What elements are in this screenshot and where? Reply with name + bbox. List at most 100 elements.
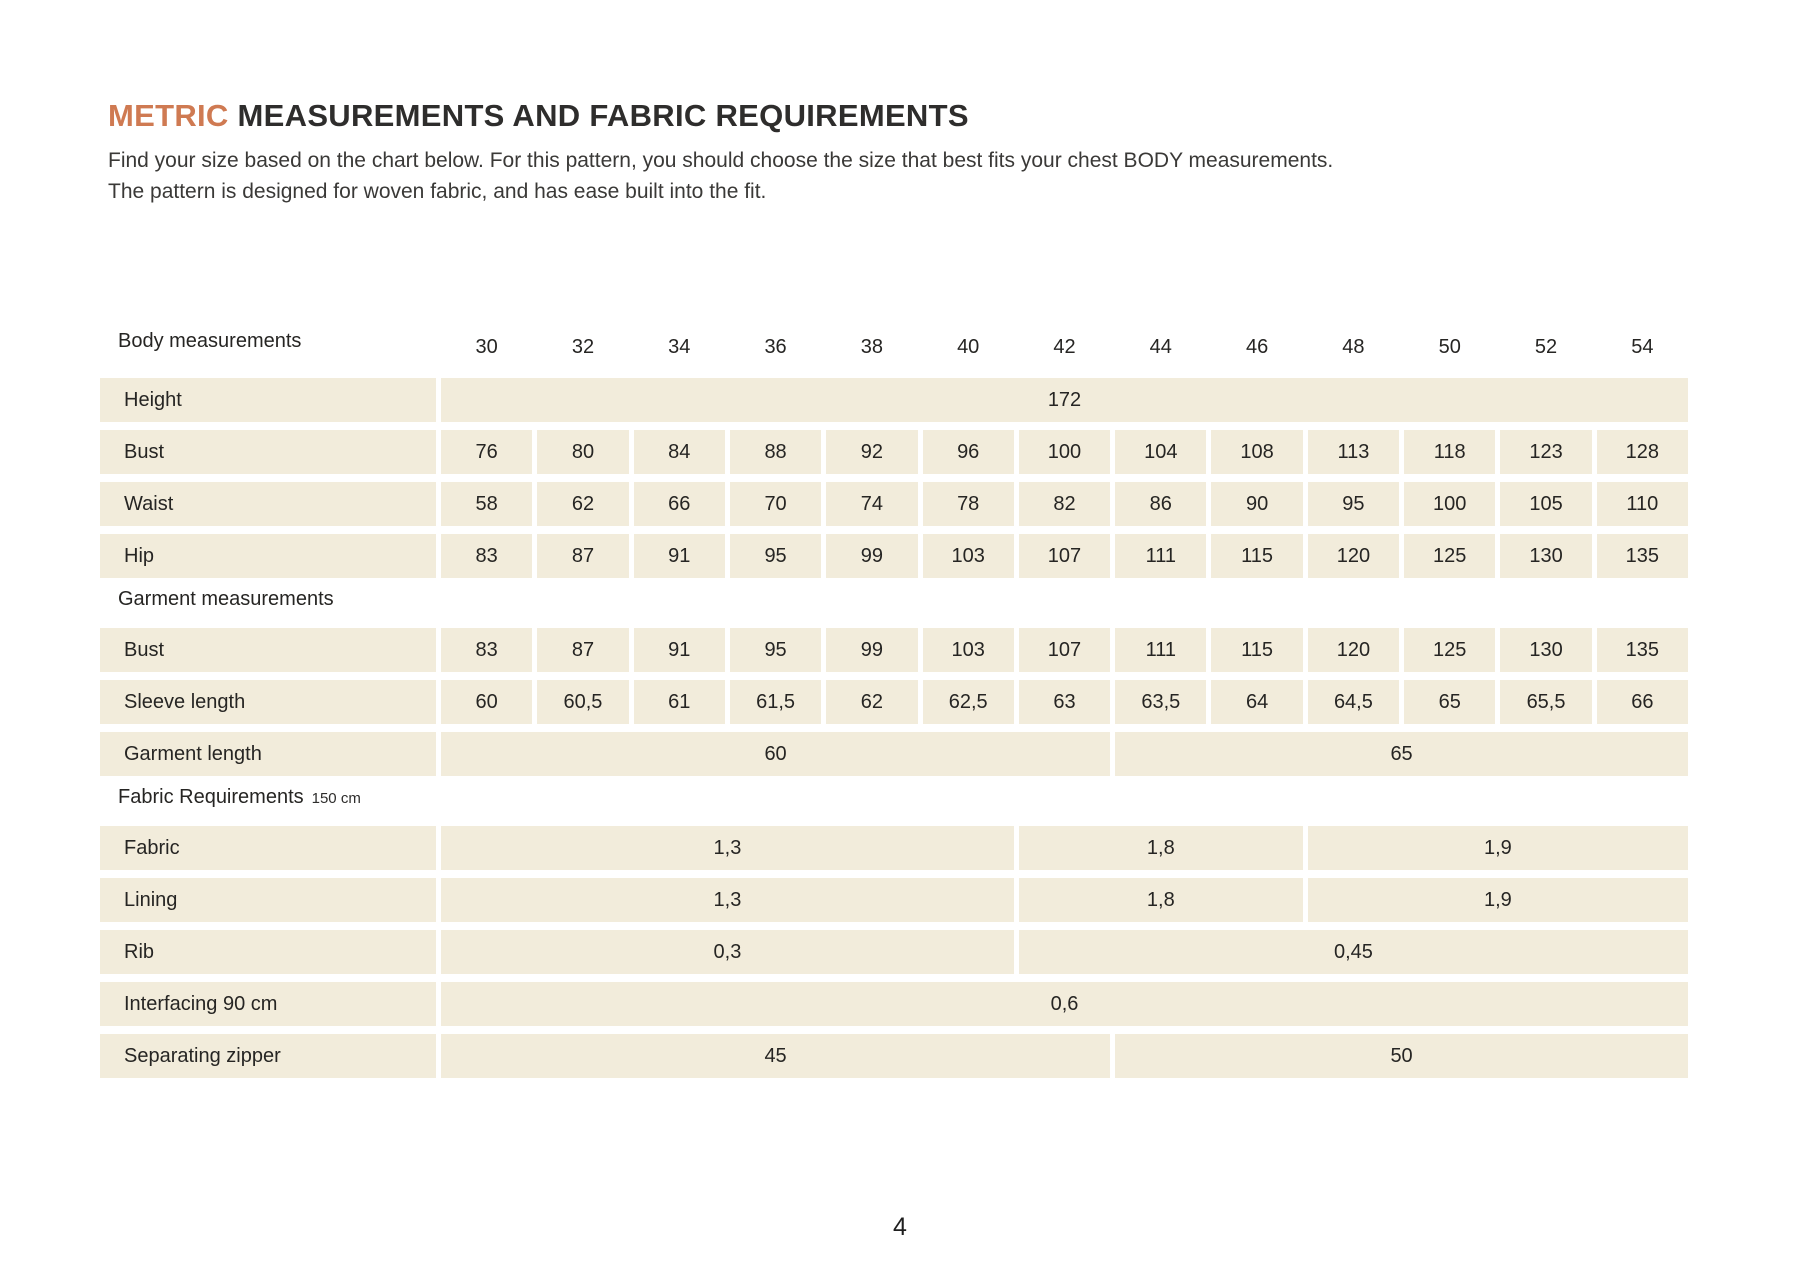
page-title: METRIC MEASUREMENTS AND FABRIC REQUIREME… [108,98,1708,134]
value-cell: 96 [922,430,1014,474]
value-cell: 62 [826,680,918,724]
value-cell: 135 [1596,534,1688,578]
value-cell: 100 [1018,430,1111,474]
size-column-header: 52 [1534,335,1558,358]
value-cell: 65,5 [1500,680,1592,724]
value-cell: 82 [1018,482,1111,526]
section-header-label: Fabric Requirements 150 cm [100,786,1688,820]
span-value-cell: 1,8 [1018,826,1303,870]
row-label: Height [100,378,436,422]
value-cell: 84 [633,430,725,474]
row-label: Fabric [100,826,436,870]
value-cell: 76 [441,430,533,474]
size-column-header: 46 [1245,335,1269,358]
value-cell: 74 [826,482,918,526]
value-cell: 70 [729,482,822,526]
span-value-cell: 1,9 [1307,878,1688,922]
size-column-header: 48 [1342,335,1365,358]
value-cell: 123 [1500,430,1592,474]
value-cell: 87 [537,534,629,578]
row-label: Hip [100,534,436,578]
value-cell: 113 [1307,430,1400,474]
value-cell: 91 [633,628,725,672]
span-value-cell: 0,45 [1018,930,1688,974]
intro-line-2: The pattern is designed for woven fabric… [108,180,767,203]
span-value-cell: 172 [441,378,1688,422]
section-header-suffix: 150 cm [311,790,361,807]
value-cell: 103 [922,534,1014,578]
value-cell: 95 [729,628,822,672]
size-column-header: 40 [957,335,980,358]
value-cell: 104 [1115,430,1207,474]
value-cell: 118 [1404,430,1496,474]
value-cell: 60 [441,680,533,724]
section-header-label: Body measurements [100,330,436,364]
value-cell: 61,5 [729,680,822,724]
value-cell: 125 [1404,628,1496,672]
row-label: Garment length [100,732,436,776]
row-label: Bust [100,430,436,474]
value-cell: 100 [1404,482,1496,526]
size-column-header: 38 [860,335,883,358]
page-number: 4 [893,1213,907,1241]
row-label: Sleeve length [100,680,436,724]
section-header-text: Fabric Requirements [118,786,304,808]
value-cell: 83 [441,628,533,672]
value-cell: 78 [922,482,1014,526]
value-cell: 66 [1596,680,1688,724]
value-cell: 86 [1115,482,1207,526]
value-cell: 64 [1211,680,1303,724]
span-value-cell: 1,9 [1307,826,1688,870]
table-row: Sleeve length 60 60,5 61 61,5 62 62,5 63 63,5 64 6… [100,680,1688,724]
table-row: Garment length 60 65 [100,732,1688,776]
value-cell: 83 [441,534,533,578]
value-cell: 115 [1211,628,1303,672]
span-value-cell: 0,3 [441,930,1014,974]
row-label: Lining [100,878,436,922]
span-value-cell: 50 [1115,1034,1688,1078]
value-cell: 95 [729,534,822,578]
size-column-header: 50 [1438,335,1461,358]
row-label: Separating zipper [100,1034,436,1078]
value-cell: 64,5 [1307,680,1400,724]
size-column-header: 32 [571,335,595,358]
value-cell: 103 [922,628,1014,672]
row-label: Bust [100,628,436,672]
value-cell: 107 [1018,628,1111,672]
value-cell: 111 [1115,534,1207,578]
page-title-highlight: METRIC [108,98,229,133]
span-value-cell: 1,3 [441,878,1014,922]
value-cell: 99 [826,534,918,578]
value-cell: 92 [826,430,918,474]
header-block: METRIC MEASUREMENTS AND FABRIC REQUIREME… [108,98,1708,207]
span-value-cell: 0,6 [441,982,1688,1026]
size-column-header: 30 [475,335,498,358]
size-column-header: 54 [1631,335,1654,358]
value-cell: 130 [1500,534,1592,578]
intro-text: Find your size based on the chart below.… [108,145,1708,207]
table-row: Separating zipper 45 50 [100,1034,1688,1078]
value-cell: 111 [1115,628,1207,672]
value-cell: 95 [1307,482,1400,526]
table-row: Bust 76 80 84 88 92 96 100 104 108 113 118 123 128 [100,430,1688,474]
value-cell: 80 [537,430,629,474]
table-row: Rib 0,3 0,45 [100,930,1688,974]
value-cell: 120 [1307,628,1400,672]
value-cell: 99 [826,628,918,672]
size-column-header: 34 [668,335,691,358]
row-label: Rib [100,930,436,974]
table-row: Height 172 [100,378,1688,422]
value-cell: 91 [633,534,725,578]
row-label: Interfacing 90 cm [100,982,436,1026]
span-value-cell: 65 [1115,732,1688,776]
size-column-header: 44 [1149,335,1172,358]
section-header-row: Body measurements 30 32 34 36 38 40 42 44 46 48 50 5… [100,330,1688,364]
table-row: Fabric 1,3 1,8 1,9 [100,826,1688,870]
table-row: Lining 1,3 1,8 1,9 [100,878,1688,922]
value-cell: 115 [1211,534,1303,578]
value-cell: 87 [537,628,629,672]
intro-line-1: Find your size based on the chart below.… [108,149,1334,172]
value-cell: 135 [1596,628,1688,672]
value-cell: 61 [633,680,725,724]
value-cell: 130 [1500,628,1592,672]
